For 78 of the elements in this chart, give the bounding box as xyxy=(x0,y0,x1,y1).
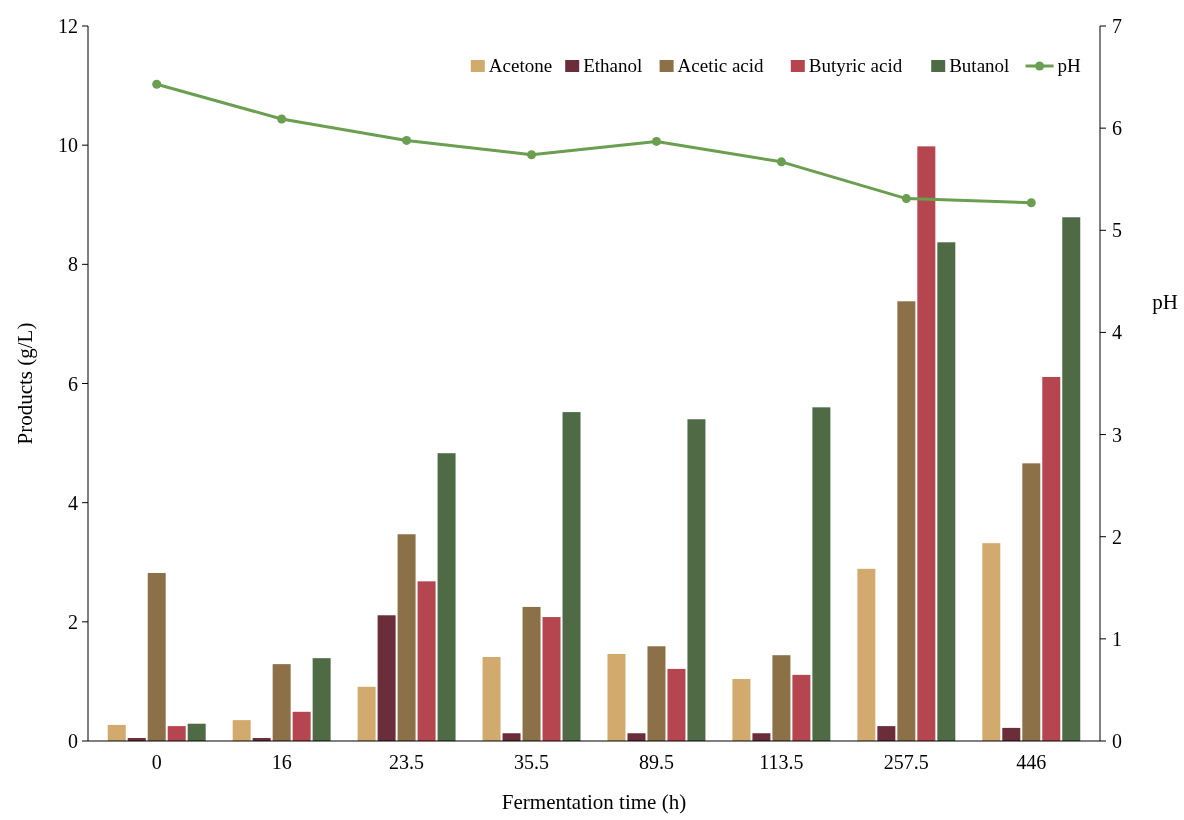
bar xyxy=(147,572,166,741)
y-tick-label: 4 xyxy=(68,491,78,514)
bar xyxy=(542,617,561,741)
y2-tick-label: 0 xyxy=(1112,730,1122,752)
y-tick-label: 8 xyxy=(68,253,78,276)
y-axis-title: Products (g/L) xyxy=(13,322,37,445)
point xyxy=(901,194,911,204)
y2-tick-label: 3 xyxy=(1112,423,1122,446)
point xyxy=(1026,198,1036,208)
bar xyxy=(857,568,876,741)
y-tick-label: 6 xyxy=(68,372,78,395)
bar xyxy=(417,581,436,741)
bar xyxy=(627,733,646,741)
x-tick-label: 446 xyxy=(1016,751,1047,773)
legend-label: Butanol xyxy=(949,55,1010,76)
bar xyxy=(667,668,686,741)
y-tick-label: 12 xyxy=(58,15,78,37)
point xyxy=(527,150,537,160)
bar xyxy=(502,733,521,741)
x-tick-label: 35.5 xyxy=(514,751,550,773)
y-tick-label: 2 xyxy=(68,610,78,633)
legend-label: pH xyxy=(1057,55,1082,76)
bar xyxy=(1022,463,1041,741)
x-tick-label: 257.5 xyxy=(883,751,929,773)
bar xyxy=(687,419,706,741)
y-tick-label: 10 xyxy=(58,134,78,157)
x-axis-title: Fermentation time (h) xyxy=(501,790,687,814)
y2-axis-title: pH xyxy=(1152,289,1178,314)
bar xyxy=(917,146,936,741)
bar xyxy=(877,726,896,741)
bar xyxy=(167,726,186,741)
point xyxy=(277,114,287,124)
x-tick-label: 23.5 xyxy=(389,751,425,773)
y2-tick-label: 7 xyxy=(1112,15,1122,37)
bar xyxy=(752,733,771,741)
y-tick-label: 0 xyxy=(68,730,78,752)
bar xyxy=(937,242,956,741)
bar xyxy=(187,723,206,741)
y2-tick-label: 5 xyxy=(1112,219,1122,242)
legend-label: Ethanol xyxy=(583,55,643,76)
bar xyxy=(1002,727,1021,741)
bar xyxy=(107,724,126,741)
bar xyxy=(792,674,811,741)
x-tick-label: 113.5 xyxy=(759,751,804,773)
bar xyxy=(607,654,626,741)
legend-label: Acetic acid xyxy=(677,55,765,76)
bar xyxy=(812,407,831,741)
bar xyxy=(982,543,1001,741)
y2-tick-label: 4 xyxy=(1112,321,1122,344)
bar xyxy=(647,646,666,741)
legend-label: Butyric acid xyxy=(808,55,903,76)
bar xyxy=(1042,376,1061,741)
x-tick-label: 0 xyxy=(151,751,162,773)
point xyxy=(152,79,162,89)
bar xyxy=(897,301,916,741)
point xyxy=(402,135,412,145)
bar xyxy=(357,686,376,741)
legend-label: Acetone xyxy=(488,55,553,76)
bar xyxy=(772,655,791,741)
bar xyxy=(292,711,311,741)
bar xyxy=(437,453,456,741)
bar xyxy=(272,664,291,741)
point xyxy=(776,157,786,167)
bar xyxy=(482,656,501,741)
y2-tick-label: 6 xyxy=(1112,117,1122,140)
bar xyxy=(522,606,541,741)
bar xyxy=(232,720,251,741)
y2-tick-label: 2 xyxy=(1112,525,1122,548)
bar xyxy=(377,615,396,741)
x-tick-label: 89.5 xyxy=(638,751,674,773)
bar xyxy=(397,534,416,741)
x-tick-label: 16 xyxy=(271,751,292,773)
bar xyxy=(562,412,581,741)
point xyxy=(651,136,661,146)
bar xyxy=(1062,217,1081,741)
bar xyxy=(312,658,331,741)
y2-tick-label: 1 xyxy=(1112,627,1122,650)
bar xyxy=(732,679,751,741)
